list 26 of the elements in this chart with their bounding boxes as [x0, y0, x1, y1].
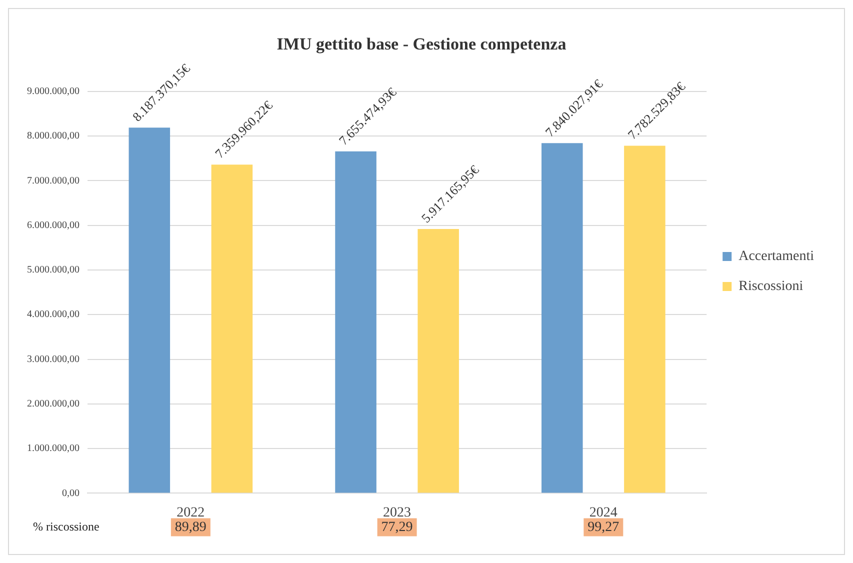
y-tick-label: 3.000.000,00 — [27, 354, 80, 365]
y-tick-label: 9.000.000,00 — [27, 86, 80, 98]
x-tick-label: 2022 — [176, 505, 205, 520]
y-tick-label: 8.000.000,00 — [27, 130, 80, 142]
y-tick-label: 1.000.000,00 — [27, 443, 80, 454]
bar — [418, 229, 459, 493]
legend-label: Accertamenti — [738, 249, 814, 264]
y-tick-label: 2.000.000,00 — [27, 398, 80, 410]
x-tick-label: 2023 — [383, 505, 412, 520]
y-tick-label: 5.000.000,00 — [27, 264, 80, 276]
y-tick-label: 7.000.000,00 — [27, 175, 80, 186]
text: 89,89 — [174, 520, 206, 535]
y-tick-label: 0,00 — [62, 488, 80, 499]
text: 99,27 — [588, 520, 620, 535]
bar — [128, 128, 170, 493]
legend-label: Riscossioni — [738, 279, 804, 294]
bar — [624, 146, 666, 493]
chart-title: IMU gettito base - Gestione competenza — [276, 34, 567, 54]
bar — [211, 164, 253, 493]
bar — [335, 151, 376, 493]
text: % riscossione — [33, 519, 100, 534]
y-tick-label: 4.000.000,00 — [27, 309, 80, 320]
text: 77,29 — [381, 520, 413, 535]
bar — [542, 143, 583, 493]
y-tick-label: 6.000.000,00 — [27, 220, 80, 231]
x-tick-label: 2024 — [589, 505, 618, 520]
